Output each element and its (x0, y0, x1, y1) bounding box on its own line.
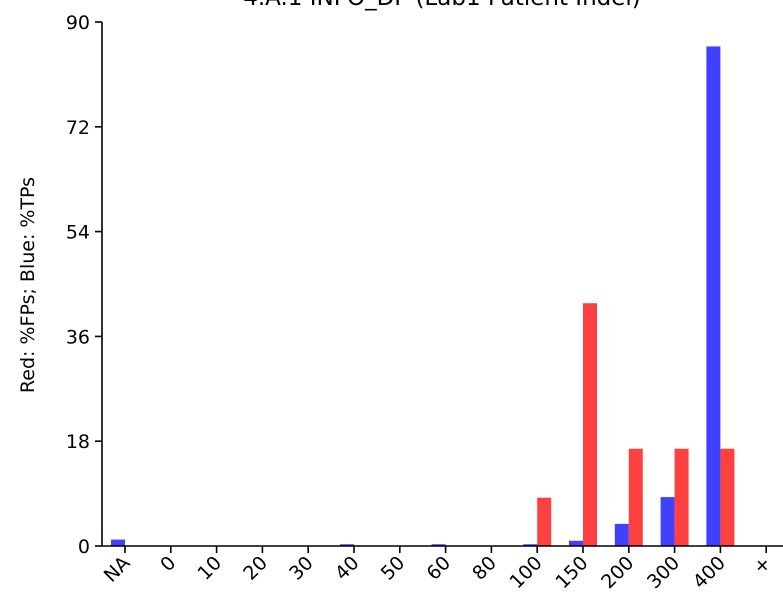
y-tick-label: 0 (78, 536, 90, 558)
tp-bar (706, 46, 721, 546)
tp-bar (569, 540, 583, 546)
x-tick-label: 60 (422, 552, 455, 585)
x-tick-label: 100 (506, 552, 547, 593)
fp-bar (628, 448, 643, 546)
fp-bar (583, 303, 597, 546)
fp-bar (537, 497, 552, 546)
x-tick-label: + (749, 552, 776, 579)
fp-bar (720, 448, 735, 546)
y-tick-label: 18 (66, 431, 90, 453)
y-tick-label: 90 (66, 12, 90, 34)
tp-bar (111, 539, 125, 546)
tp-bar (431, 544, 446, 546)
x-tick-label: 80 (468, 552, 501, 585)
y-tick-label: 54 (66, 222, 90, 244)
x-tick-label: NA (100, 552, 135, 587)
tp-bar (614, 523, 629, 546)
tp-bar (340, 544, 354, 546)
y-tick-label: 36 (66, 326, 90, 348)
x-tick-label: 150 (551, 552, 592, 593)
tp-bar (660, 497, 675, 546)
fp-bar (674, 448, 689, 546)
x-tick-label: 30 (285, 552, 318, 585)
x-tick-label: 10 (193, 552, 226, 585)
y-axis-label: Red: %FPs; Blue: %TPs (17, 177, 39, 393)
y-tick-label: 72 (66, 117, 90, 139)
x-tick-label: 40 (331, 552, 364, 585)
chart-title: 4.A.1 INFO_DP (Lab1 Patient Indel) (243, 0, 641, 11)
x-tick-label: 200 (597, 552, 638, 593)
x-tick-label: 400 (689, 552, 730, 593)
x-tick-label: 50 (377, 552, 410, 585)
tp-bar (523, 544, 538, 546)
x-tick-label: 20 (239, 552, 272, 585)
x-tick-label: 0 (156, 552, 180, 576)
plot-area: 0 18 36 54 72 90 NA 0 10 20 30 40 50 60 80 100 150 200 300… (66, 12, 783, 593)
x-tick-label: 300 (643, 552, 684, 593)
